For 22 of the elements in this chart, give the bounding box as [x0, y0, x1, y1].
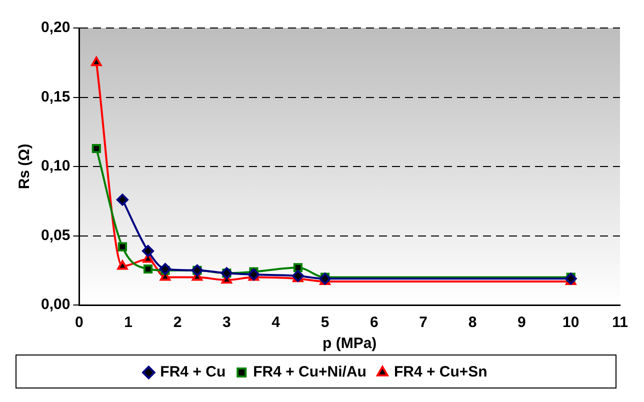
legend-label: FR4 + Cu+Ni/Au [253, 364, 366, 381]
x-tick-label: 1 [124, 314, 133, 332]
x-tick-label: 5 [320, 314, 330, 332]
legend-label: FR4 + Cu+Sn [394, 364, 488, 381]
x-tick-label: 9 [518, 314, 526, 332]
legend-label: FR4 + Cu [160, 364, 226, 381]
y-tick-label: 0,20 [40, 19, 70, 36]
x-tick-label: 0 [75, 314, 84, 332]
x-tick-label: 10 [562, 314, 580, 332]
y-tick-label: 0,05 [40, 226, 70, 244]
x-tick-label: 11 [612, 314, 628, 332]
x-tick-label: 8 [468, 314, 477, 332]
x-tick-label: 3 [222, 314, 231, 332]
x-tick-label: 2 [173, 314, 182, 332]
x-tick-label: 7 [419, 314, 428, 332]
x-tick-label: 6 [370, 314, 378, 332]
x-axis-title: p (MPa) [322, 335, 377, 352]
y-tick-label: 0,15 [40, 88, 70, 106]
y-axis-title: Rs (Ω) [16, 144, 34, 190]
x-tick-label: 4 [272, 314, 281, 332]
y-tick-label: 0,10 [40, 158, 70, 175]
y-tick-label: 0,00 [40, 296, 70, 314]
